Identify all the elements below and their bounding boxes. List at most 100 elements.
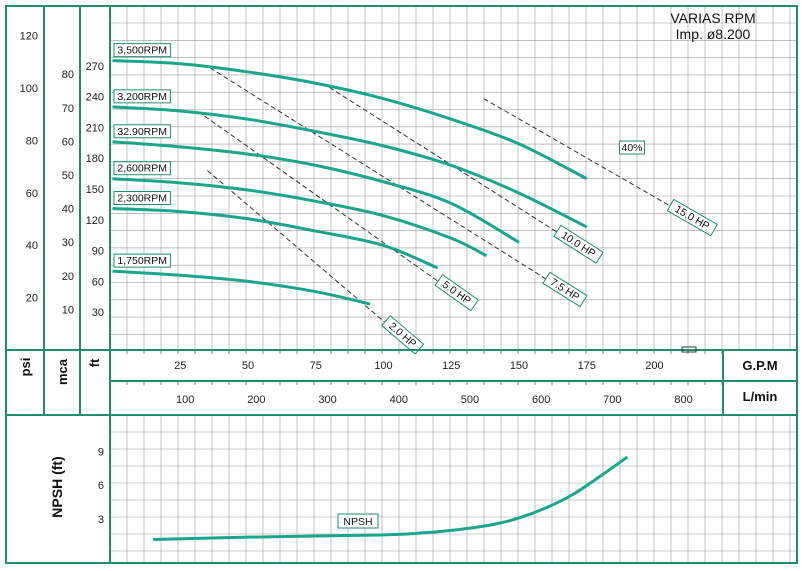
power-line xyxy=(207,170,398,334)
gpm-tick-label: 50 xyxy=(242,360,254,372)
rpm-label-text: 3,500RPM xyxy=(117,45,167,57)
npsh-label: NPSH xyxy=(337,513,379,529)
npsh-curve xyxy=(153,455,629,541)
mca-tick-label: 20 xyxy=(62,271,74,283)
npsh-tick-label: 6 xyxy=(98,480,104,492)
efficiency-label-box xyxy=(619,140,645,155)
mca-axis-title: mca xyxy=(55,358,70,385)
ft-tick-label: 240 xyxy=(86,92,104,104)
rpm-label-box xyxy=(113,43,171,58)
rpm-label: 2,600RPM xyxy=(113,161,171,176)
power-label-box xyxy=(553,224,604,264)
npsh-tick-label: 3 xyxy=(98,514,104,526)
mca-tick-label: 50 xyxy=(62,170,74,182)
rpm-label-box xyxy=(113,191,171,206)
mca-tick-label: 70 xyxy=(62,103,74,115)
head-curve-line xyxy=(112,177,488,258)
ft-tick-label: 180 xyxy=(86,153,104,165)
npsh-tick-label: 9 xyxy=(98,446,104,458)
hatch-mark xyxy=(681,346,697,353)
ft-tick-label: 270 xyxy=(86,61,104,73)
psi-tick-label: 60 xyxy=(26,188,38,200)
power-label-box xyxy=(542,271,588,308)
rpm-label-text: 2,600RPM xyxy=(117,163,167,175)
psi-tick-label: 80 xyxy=(26,135,38,147)
rpm-label: 2,300RPM xyxy=(113,191,171,206)
ft-axis-title: ft xyxy=(87,358,102,367)
lmin-tick-label: 400 xyxy=(390,394,408,406)
gpm-tick-label: 200 xyxy=(645,360,663,372)
curve-labels: 2.0 HP 5.0 HP 7.5 HP 10.0 HP 15.0 HP 3,500RPM… xyxy=(113,43,718,529)
power-line xyxy=(483,98,688,217)
power-label: 5.0 HP xyxy=(434,273,480,312)
mca-tick-label: 80 xyxy=(62,69,74,81)
power-label-text: 5.0 HP xyxy=(440,279,473,307)
gpm-tick-label: 75 xyxy=(310,360,322,372)
power-label: 15.0 HP xyxy=(666,198,718,237)
psi-tick-label: 100 xyxy=(20,83,38,95)
gpm-tick-label: 125 xyxy=(442,360,460,372)
lmin-tick-label: 600 xyxy=(532,394,550,406)
power-label: 10.0 HP xyxy=(553,224,604,264)
power-label: 7.5 HP xyxy=(542,271,588,308)
lmin-tick-label: 300 xyxy=(318,394,336,406)
mca-tick-label: 30 xyxy=(62,237,74,249)
power-label-box xyxy=(434,273,480,312)
lmin-tick-label: 100 xyxy=(176,394,194,406)
npsh-label-text: NPSH xyxy=(343,516,372,528)
power-line xyxy=(209,67,560,288)
psi-axis-title: psi xyxy=(18,358,33,377)
gpm-tick-label: 100 xyxy=(374,360,392,372)
rpm-label: 32.90RPM xyxy=(113,124,171,139)
ft-tick-label: 150 xyxy=(86,184,104,196)
power-line xyxy=(204,115,452,292)
lmin-axis-title: L/min xyxy=(743,389,778,404)
rpm-label-text: 32.90RPM xyxy=(117,126,167,138)
power-label-box xyxy=(666,198,718,237)
lmin-tick-label: 500 xyxy=(461,394,479,406)
frame xyxy=(5,5,798,564)
rpm-label-text: 2,300RPM xyxy=(117,193,167,205)
npsh-axis-title: NPSH (ft) xyxy=(49,456,65,517)
rpm-label: 1,750RPM xyxy=(113,253,171,268)
rpm-label-text: 1,750RPM xyxy=(117,255,167,267)
mca-tick-label: 10 xyxy=(62,304,74,316)
rpm-label-box xyxy=(113,161,171,176)
power-label-text: 15.0 HP xyxy=(673,203,712,232)
rpm-label: 3,200RPM xyxy=(113,89,171,104)
head-curve-line xyxy=(112,140,520,244)
ft-tick-label: 90 xyxy=(92,246,104,258)
efficiency-label: 40% xyxy=(619,140,645,155)
mca-tick-label: 40 xyxy=(62,204,74,216)
ft-tick-label: 30 xyxy=(92,307,104,319)
lmin-tick-label: 200 xyxy=(247,394,265,406)
psi-tick-label: 20 xyxy=(26,293,38,305)
ft-tick-label: 60 xyxy=(92,276,104,288)
lmin-tick-label: 700 xyxy=(603,394,621,406)
rpm-label-box xyxy=(113,253,171,268)
gpm-tick-label: 150 xyxy=(510,360,528,372)
head-curve-line xyxy=(112,59,588,181)
head-curve-line xyxy=(112,105,588,229)
chart-title-line1: VARIAS RPM xyxy=(670,10,755,26)
ft-tick-label: 120 xyxy=(86,215,104,227)
npsh-label-box xyxy=(337,513,379,529)
rpm-label: 3,500RPM xyxy=(113,43,171,58)
psi-tick-label: 120 xyxy=(20,31,38,43)
rpm-label-text: 3,200RPM xyxy=(117,91,167,103)
rpm-label-box xyxy=(113,89,171,104)
psi-tick-label: 40 xyxy=(26,240,38,252)
efficiency-label-text: 40% xyxy=(621,142,642,154)
chart-title-line2: Imp. ø8.200 xyxy=(676,26,751,42)
rpm-label-box xyxy=(113,124,171,139)
power-label: 2.0 HP xyxy=(381,314,425,355)
head-curves xyxy=(112,59,588,306)
gpm-tick-label: 175 xyxy=(578,360,596,372)
gpm-axis-title: G.P.M xyxy=(742,358,777,373)
gpm-tick-label: 25 xyxy=(174,360,186,372)
mca-tick-label: 60 xyxy=(62,136,74,148)
tick-labels: 20 40 60 80 100 120 10 20 30 40 50 60 70 80 30 60 90 120 1… xyxy=(20,31,693,526)
lmin-tick-label: 800 xyxy=(674,394,692,406)
ft-tick-label: 210 xyxy=(86,122,104,134)
